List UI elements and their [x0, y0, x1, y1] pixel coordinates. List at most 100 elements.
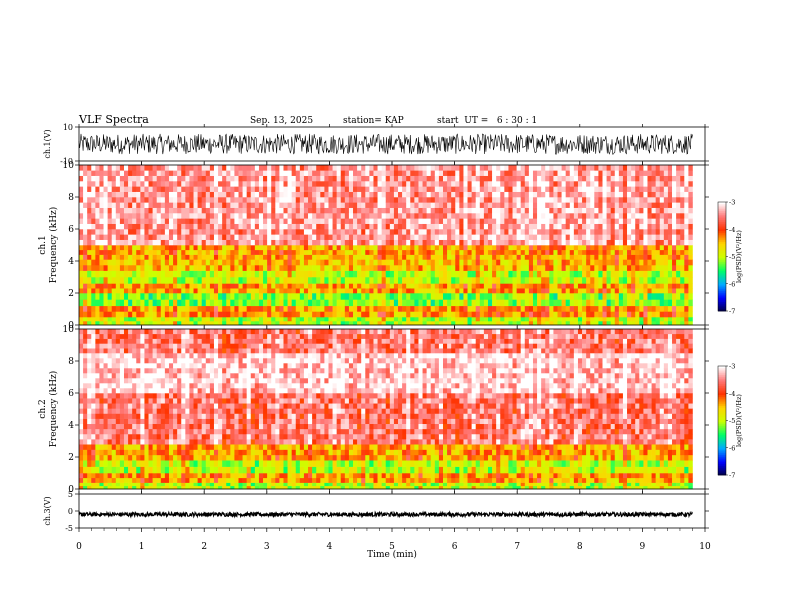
spectrogram-cell	[222, 254, 227, 260]
spectrogram-cell	[430, 229, 436, 235]
spectrogram-cell	[565, 165, 571, 171]
spectrogram-cell	[83, 213, 88, 219]
spectrogram-cell	[279, 223, 284, 230]
spectrogram-cell	[316, 293, 321, 300]
spectrogram-cell	[111, 249, 117, 255]
spectrogram-cell	[197, 218, 202, 224]
spectrogram-cell	[586, 197, 591, 203]
spectrogram-cell	[238, 245, 243, 251]
spectrogram-cell	[181, 245, 186, 251]
spectrogram-cell	[193, 270, 198, 278]
spectrogram-cell	[287, 207, 292, 214]
spectrogram-cell	[410, 311, 415, 318]
spectrogram-cell	[238, 293, 243, 300]
spectrogram-cell	[250, 213, 256, 219]
spectrogram-cell	[508, 234, 513, 240]
spectrogram-cell	[389, 207, 395, 214]
spectrogram-cell	[79, 428, 84, 435]
spectrogram-cell	[467, 305, 472, 312]
spectrogram-cell	[205, 254, 211, 260]
spectrogram-cell	[545, 234, 550, 240]
spectrogram-cell	[398, 305, 403, 312]
spectrogram-cell	[107, 234, 113, 240]
spectrogram-cell	[279, 191, 284, 198]
spectrogram-cell	[508, 293, 513, 300]
spectrogram-cell	[614, 277, 620, 284]
spectrogram-cell	[410, 259, 415, 266]
spectrogram-cell	[152, 299, 158, 307]
spectrogram-cell	[504, 293, 509, 300]
spectrogram-cell	[573, 283, 579, 289]
spectrogram-cell	[275, 321, 280, 326]
spectrogram-cell	[324, 197, 329, 203]
spectrogram-cell	[357, 213, 362, 219]
spectrogram-cell	[410, 277, 415, 284]
spectrogram-cell	[181, 299, 186, 307]
spectrogram-cell	[250, 321, 256, 326]
spectrogram-cell	[520, 213, 526, 219]
spectrogram-cell	[263, 259, 268, 266]
spectrogram-cell	[87, 393, 92, 399]
spectrogram-cell	[393, 175, 399, 182]
spectrogram-cell	[340, 265, 346, 271]
spectrogram-cell	[438, 170, 444, 176]
spectrogram-cell	[459, 229, 464, 235]
spectrogram-cell	[573, 254, 579, 260]
spectrogram-cell	[463, 181, 468, 187]
spectrogram-cell	[622, 165, 628, 171]
spectrogram-cell	[516, 181, 522, 187]
spectrogram-cell	[119, 305, 125, 312]
spectrogram-cell	[328, 181, 333, 187]
spectrogram-cell	[377, 191, 382, 198]
spectrogram-cell	[308, 202, 313, 208]
spectrogram-cell	[99, 398, 104, 404]
spectrogram-cell	[622, 305, 628, 312]
spectrogram-cell	[283, 293, 288, 300]
spectrogram-cell	[643, 239, 648, 246]
spectrogram-cell	[152, 288, 158, 294]
spectrogram-cell	[328, 197, 333, 203]
spectrogram-cell	[193, 218, 198, 224]
spectrogram-cell	[393, 213, 399, 219]
spectrogram-cell	[586, 305, 591, 312]
spectrogram-cell	[635, 305, 640, 312]
spectrogram-cell	[586, 288, 591, 294]
spectrogram-cell	[541, 270, 546, 278]
spectrogram-cell	[353, 311, 358, 318]
spectrogram-cell	[168, 175, 174, 182]
spectrogram-cell	[602, 288, 607, 294]
spectrogram-cell	[545, 197, 550, 203]
spectrogram-cell	[365, 197, 370, 203]
spectrogram-cell	[594, 175, 599, 182]
spectrogram-cell	[83, 418, 88, 425]
spectrogram-cell	[426, 277, 432, 284]
spectrogram-cell	[79, 439, 84, 445]
spectrogram-cell	[193, 213, 198, 219]
spectrogram-cell	[283, 317, 288, 322]
spectrogram-cell	[463, 259, 468, 266]
spectrogram-cell	[471, 239, 477, 246]
spectrogram-cell	[639, 175, 644, 182]
spectrogram-cell	[357, 254, 362, 260]
spectrogram-cell	[406, 181, 411, 187]
spectrogram-cell	[398, 170, 403, 176]
spectrogram-cell	[83, 239, 88, 246]
spectrogram-cell	[639, 223, 644, 230]
spectrogram-cell	[79, 473, 84, 479]
spectrogram-cell	[672, 305, 677, 312]
spectrogram-cell	[537, 277, 542, 284]
spectrogram-cell	[209, 191, 215, 198]
spectrogram-cell	[226, 218, 231, 224]
spectrogram-cell	[103, 403, 108, 409]
spectrogram-cell	[586, 181, 591, 187]
spectrogram-cell	[95, 383, 100, 389]
spectrogram-cell	[111, 348, 117, 354]
spectrogram-cell	[402, 305, 407, 312]
spectrogram-cell	[418, 288, 423, 294]
spectrogram-cell	[348, 207, 354, 214]
spectrogram-cell	[672, 229, 677, 235]
spectrogram-cell	[328, 223, 333, 230]
spectrogram-cell	[205, 234, 211, 240]
spectrogram-cell	[189, 259, 194, 266]
spectrogram-cell	[275, 170, 280, 176]
